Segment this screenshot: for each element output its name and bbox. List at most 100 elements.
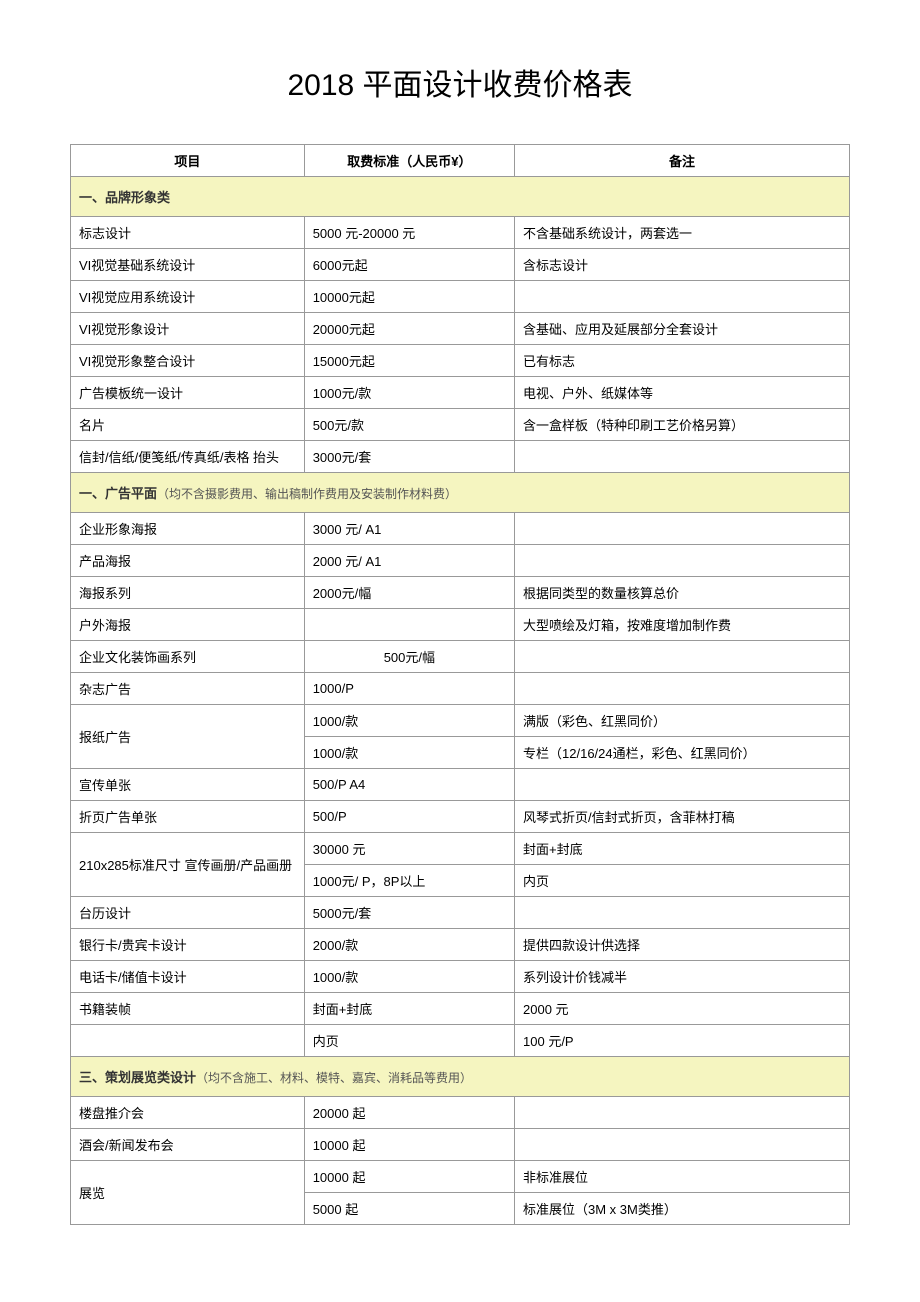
item-cell: 海报系列	[71, 577, 305, 609]
item-cell: 210x285标准尺寸 宣传画册/产品画册	[71, 833, 305, 897]
remark-cell: 满版（彩色、红黑同价）	[515, 705, 850, 737]
price-cell: 1000/款	[304, 705, 514, 737]
section-title: 一、品牌形象类	[79, 190, 170, 205]
table-row: 210x285标准尺寸 宣传画册/产品画册30000 元封面+封底	[71, 833, 850, 865]
section-header-cell: 一、广告平面（均不含摄影费用、输出稿制作费用及安装制作材料费）	[71, 473, 850, 513]
table-row: 杂志广告1000/P	[71, 673, 850, 705]
remark-cell	[515, 641, 850, 673]
remark-cell: 非标准展位	[515, 1161, 850, 1193]
price-cell: 500/P	[304, 801, 514, 833]
price-cell: 3000 元/ A1	[304, 513, 514, 545]
remark-cell	[515, 769, 850, 801]
price-cell: 20000元起	[304, 313, 514, 345]
item-cell: 名片	[71, 409, 305, 441]
table-row: VI视觉应用系统设计10000元起	[71, 281, 850, 313]
item-cell: 广告模板统一设计	[71, 377, 305, 409]
item-cell: 酒会/新闻发布会	[71, 1129, 305, 1161]
header-item: 项目	[71, 145, 305, 177]
remark-cell: 100 元/P	[515, 1025, 850, 1057]
item-cell: 企业形象海报	[71, 513, 305, 545]
remark-cell	[515, 441, 850, 473]
section-note: （均不含摄影费用、输出稿制作费用及安装制作材料费）	[157, 487, 457, 501]
price-cell: 5000 元-20000 元	[304, 217, 514, 249]
table-row: VI视觉形象整合设计15000元起已有标志	[71, 345, 850, 377]
price-cell: 2000/款	[304, 929, 514, 961]
price-cell: 内页	[304, 1025, 514, 1057]
price-cell: 1000/款	[304, 737, 514, 769]
price-cell: 1000元/款	[304, 377, 514, 409]
item-cell: VI视觉形象设计	[71, 313, 305, 345]
table-row: 酒会/新闻发布会10000 起	[71, 1129, 850, 1161]
remark-cell: 2000 元	[515, 993, 850, 1025]
remark-cell: 提供四款设计供选择	[515, 929, 850, 961]
section-header-row: 三、策划展览类设计（均不含施工、材料、模特、嘉宾、消耗品等费用）	[71, 1057, 850, 1097]
pricing-table: 项目 取费标准（人民币¥） 备注 一、品牌形象类标志设计5000 元-20000…	[70, 144, 850, 1225]
item-cell: 展览	[71, 1161, 305, 1225]
table-row: 报纸广告1000/款满版（彩色、红黑同价）	[71, 705, 850, 737]
price-cell: 15000元起	[304, 345, 514, 377]
item-cell: 宣传单张	[71, 769, 305, 801]
table-row: 户外海报大型喷绘及灯箱，按难度增加制作费	[71, 609, 850, 641]
section-title: 三、策划展览类设计	[79, 1070, 196, 1085]
remark-cell: 电视、户外、纸媒体等	[515, 377, 850, 409]
section-header-cell: 一、品牌形象类	[71, 177, 850, 217]
price-cell: 500元/款	[304, 409, 514, 441]
remark-cell	[515, 281, 850, 313]
item-cell: 杂志广告	[71, 673, 305, 705]
section-header-row: 一、广告平面（均不含摄影费用、输出稿制作费用及安装制作材料费）	[71, 473, 850, 513]
price-cell: 2000 元/ A1	[304, 545, 514, 577]
remark-cell: 专栏（12/16/24通栏，彩色、红黑同价）	[515, 737, 850, 769]
price-cell: 1000/款	[304, 961, 514, 993]
item-cell: 折页广告单张	[71, 801, 305, 833]
item-cell: VI视觉基础系统设计	[71, 249, 305, 281]
table-row: 内页100 元/P	[71, 1025, 850, 1057]
remark-cell: 系列设计价钱减半	[515, 961, 850, 993]
remark-cell	[515, 1129, 850, 1161]
remark-cell: 含一盒样板（特种印刷工艺价格另算）	[515, 409, 850, 441]
price-cell: 1000/P	[304, 673, 514, 705]
table-row: 广告模板统一设计1000元/款电视、户外、纸媒体等	[71, 377, 850, 409]
remark-cell	[515, 545, 850, 577]
item-cell: 报纸广告	[71, 705, 305, 769]
table-row: 企业文化装饰画系列500元/幅	[71, 641, 850, 673]
price-cell: 10000元起	[304, 281, 514, 313]
item-cell: VI视觉应用系统设计	[71, 281, 305, 313]
item-cell: 银行卡/贵宾卡设计	[71, 929, 305, 961]
remark-cell	[515, 513, 850, 545]
item-cell	[71, 1025, 305, 1057]
section-title: 一、广告平面	[79, 486, 157, 501]
item-cell: 电话卡/储值卡设计	[71, 961, 305, 993]
item-cell: 信封/信纸/便笺纸/传真纸/表格 抬头	[71, 441, 305, 473]
table-row: 楼盘推介会20000 起	[71, 1097, 850, 1129]
table-header-row: 项目 取费标准（人民币¥） 备注	[71, 145, 850, 177]
price-cell: 20000 起	[304, 1097, 514, 1129]
item-cell: 户外海报	[71, 609, 305, 641]
price-cell: 500/P A4	[304, 769, 514, 801]
table-row: 台历设计5000元/套	[71, 897, 850, 929]
remark-cell: 含基础、应用及延展部分全套设计	[515, 313, 850, 345]
table-row: 书籍装帧封面+封底2000 元	[71, 993, 850, 1025]
remark-cell: 封面+封底	[515, 833, 850, 865]
price-cell: 封面+封底	[304, 993, 514, 1025]
price-cell: 1000元/ P，8P以上	[304, 865, 514, 897]
table-row: 名片500元/款含一盒样板（特种印刷工艺价格另算）	[71, 409, 850, 441]
table-row: 银行卡/贵宾卡设计2000/款提供四款设计供选择	[71, 929, 850, 961]
table-row: 产品海报2000 元/ A1	[71, 545, 850, 577]
header-price: 取费标准（人民币¥）	[304, 145, 514, 177]
table-row: 企业形象海报3000 元/ A1	[71, 513, 850, 545]
price-cell: 2000元/幅	[304, 577, 514, 609]
remark-cell: 内页	[515, 865, 850, 897]
table-row: 海报系列2000元/幅根据同类型的数量核算总价	[71, 577, 850, 609]
item-cell: 台历设计	[71, 897, 305, 929]
price-cell: 6000元起	[304, 249, 514, 281]
section-note: （均不含施工、材料、模特、嘉宾、消耗品等费用）	[196, 1071, 472, 1085]
table-row: VI视觉基础系统设计6000元起含标志设计	[71, 249, 850, 281]
price-cell: 10000 起	[304, 1161, 514, 1193]
remark-cell: 风琴式折页/信封式折页，含菲林打稿	[515, 801, 850, 833]
item-cell: 书籍装帧	[71, 993, 305, 1025]
price-cell: 5000元/套	[304, 897, 514, 929]
remark-cell: 不含基础系统设计，两套选一	[515, 217, 850, 249]
item-cell: VI视觉形象整合设计	[71, 345, 305, 377]
price-cell: 3000元/套	[304, 441, 514, 473]
table-row: 标志设计5000 元-20000 元不含基础系统设计，两套选一	[71, 217, 850, 249]
